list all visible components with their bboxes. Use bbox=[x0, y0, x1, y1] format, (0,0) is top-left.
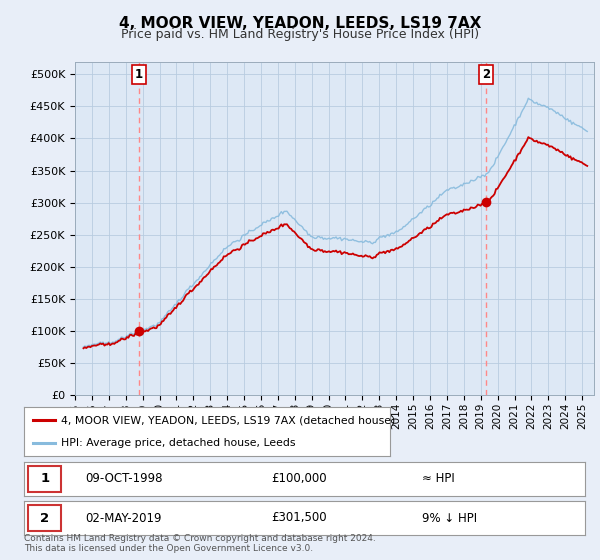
Text: 2: 2 bbox=[482, 68, 490, 81]
Text: £100,000: £100,000 bbox=[271, 472, 326, 486]
Bar bbox=[28, 505, 61, 531]
Text: 1: 1 bbox=[134, 68, 143, 81]
Text: 9% ↓ HPI: 9% ↓ HPI bbox=[422, 511, 478, 525]
Bar bbox=[28, 466, 61, 492]
Text: 2: 2 bbox=[40, 511, 49, 525]
Text: ≈ HPI: ≈ HPI bbox=[422, 472, 455, 486]
Text: 1: 1 bbox=[40, 472, 49, 486]
Text: 4, MOOR VIEW, YEADON, LEEDS, LS19 7AX (detached house): 4, MOOR VIEW, YEADON, LEEDS, LS19 7AX (d… bbox=[61, 416, 395, 426]
Text: Contains HM Land Registry data © Crown copyright and database right 2024.
This d: Contains HM Land Registry data © Crown c… bbox=[24, 534, 376, 553]
Text: 02-MAY-2019: 02-MAY-2019 bbox=[86, 511, 162, 525]
Text: HPI: Average price, detached house, Leeds: HPI: Average price, detached house, Leed… bbox=[61, 438, 295, 448]
Text: Price paid vs. HM Land Registry's House Price Index (HPI): Price paid vs. HM Land Registry's House … bbox=[121, 28, 479, 41]
Text: 4, MOOR VIEW, YEADON, LEEDS, LS19 7AX: 4, MOOR VIEW, YEADON, LEEDS, LS19 7AX bbox=[119, 16, 481, 31]
Text: 09-OCT-1998: 09-OCT-1998 bbox=[86, 472, 163, 486]
Text: £301,500: £301,500 bbox=[271, 511, 326, 525]
